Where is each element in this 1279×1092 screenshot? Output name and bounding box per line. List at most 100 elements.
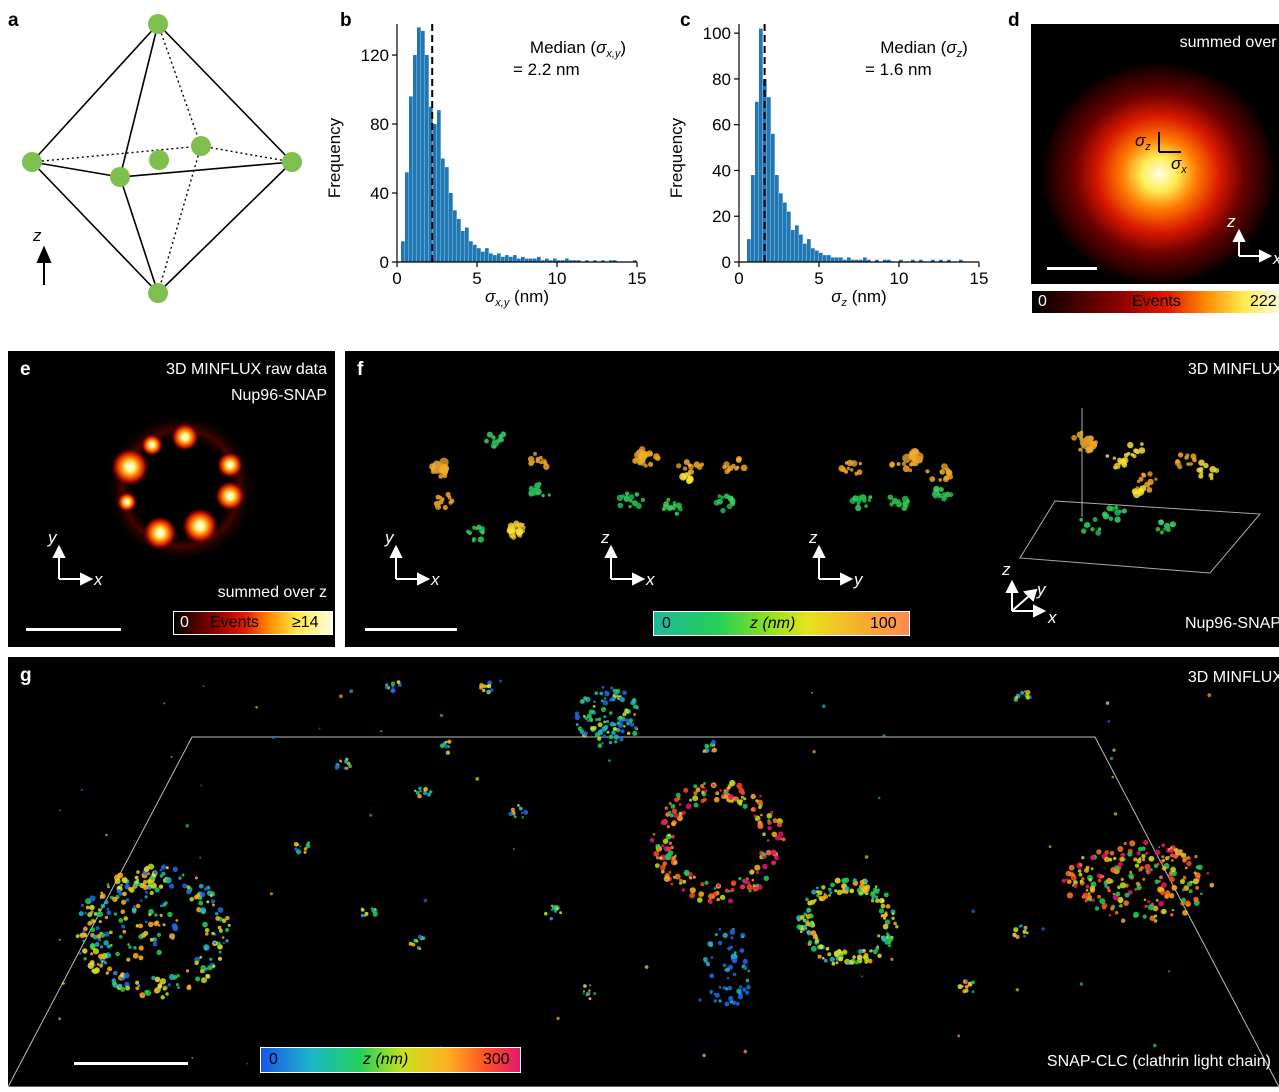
- localization-point: [1141, 853, 1146, 859]
- localization-point: [689, 892, 695, 899]
- histogram-bar: [437, 110, 441, 263]
- localization-point: [664, 806, 668, 810]
- localization-point: [1179, 849, 1183, 853]
- localization-point: [107, 966, 113, 972]
- localization-point: [759, 794, 762, 798]
- localization-point: [225, 939, 229, 943]
- localization-point: [1081, 439, 1091, 450]
- localization-point: [1107, 720, 1111, 723]
- histogram-bar: [633, 260, 637, 262]
- localization-point: [728, 898, 733, 904]
- localization-point: [751, 878, 755, 882]
- localization-point: [87, 921, 93, 926]
- localization-point: [111, 978, 117, 983]
- histogram-bar: [787, 211, 791, 262]
- localization-point: [162, 923, 166, 927]
- localization-point: [372, 911, 378, 917]
- localization-point: [861, 975, 864, 978]
- localization-point: [1120, 852, 1126, 858]
- localization-point: [1084, 899, 1088, 903]
- localization-point: [739, 885, 744, 889]
- localization-point: [730, 945, 734, 949]
- localization-point: [90, 952, 94, 956]
- localization-point: [1195, 885, 1200, 890]
- y-tick-label: 0: [722, 253, 731, 272]
- localization-point: [745, 990, 750, 995]
- localization-point: [896, 462, 901, 466]
- vertex-front: [110, 167, 130, 187]
- localization-point: [205, 932, 209, 936]
- histogram-bar: [847, 257, 851, 262]
- localization-point: [106, 907, 110, 911]
- localization-point: [158, 884, 164, 889]
- localization-point: [1041, 927, 1045, 931]
- localization-point: [770, 849, 777, 856]
- localization-point: [534, 483, 541, 490]
- localization-point: [486, 690, 490, 694]
- localization-point: [828, 887, 832, 892]
- localization-point: [132, 952, 139, 959]
- histogram-bar: [573, 260, 577, 262]
- localization-point: [810, 945, 817, 952]
- localization-point: [753, 814, 757, 818]
- localization-point: [929, 476, 936, 482]
- localization-point: [1168, 970, 1171, 973]
- localization-point: [836, 889, 843, 896]
- localization-point: [444, 740, 448, 744]
- localization-point: [735, 1001, 740, 1006]
- localization-point: [1088, 878, 1093, 882]
- localization-point: [513, 520, 520, 527]
- histogram-bar: [791, 229, 795, 262]
- localization-point: [609, 711, 613, 715]
- localization-point: [702, 1053, 706, 1058]
- localization-point: [757, 823, 764, 830]
- localization-point: [589, 984, 592, 987]
- localization-point: [1189, 462, 1193, 466]
- localization-point: [679, 881, 683, 885]
- localization-point: [1081, 528, 1087, 534]
- localization-point: [623, 495, 630, 502]
- localization-point: [863, 878, 868, 884]
- localization-point: [1089, 887, 1095, 893]
- localization-point: [858, 461, 862, 466]
- localization-point: [971, 990, 975, 993]
- histogram-bar: [899, 259, 903, 262]
- panel-f-scatter: y x z x z y z y x: [384, 408, 1262, 627]
- localization-point: [364, 911, 369, 916]
- localization-point: [610, 686, 614, 690]
- localization-point: [221, 936, 225, 939]
- localization-point: [882, 923, 889, 930]
- localization-point: [597, 736, 602, 741]
- localization-point: [135, 903, 141, 909]
- histogram-bar: [405, 172, 409, 262]
- localization-point: [655, 455, 661, 461]
- localization-point: [1169, 848, 1174, 854]
- localization-point: [713, 999, 717, 1003]
- localization-point: [82, 939, 85, 943]
- localization-point: [1117, 861, 1123, 867]
- localization-point: [833, 951, 840, 958]
- view-axes: [389, 544, 1047, 618]
- localization-point: [1171, 859, 1174, 862]
- localization-point: [157, 924, 161, 927]
- histogram-bar: [855, 259, 859, 262]
- localization-point: [202, 685, 205, 687]
- localization-point: [604, 690, 608, 694]
- localization-point: [1142, 858, 1146, 862]
- localization-point: [138, 955, 144, 961]
- localization-point: [1079, 982, 1084, 986]
- localization-point: [138, 945, 144, 951]
- localization-point: [852, 878, 857, 883]
- localization-point: [478, 537, 484, 543]
- localization-point: [213, 941, 217, 945]
- localization-point: [1198, 473, 1204, 479]
- localization-point: [582, 731, 588, 736]
- npc-spot: [117, 492, 137, 512]
- localization-point: [891, 912, 895, 916]
- localization-point: [711, 783, 715, 787]
- localization-point: [1013, 927, 1019, 933]
- localization-point: [743, 1049, 748, 1054]
- localization-point: [716, 898, 719, 902]
- panel-f-scale-bar: [365, 628, 457, 631]
- localization-point: [1097, 527, 1102, 531]
